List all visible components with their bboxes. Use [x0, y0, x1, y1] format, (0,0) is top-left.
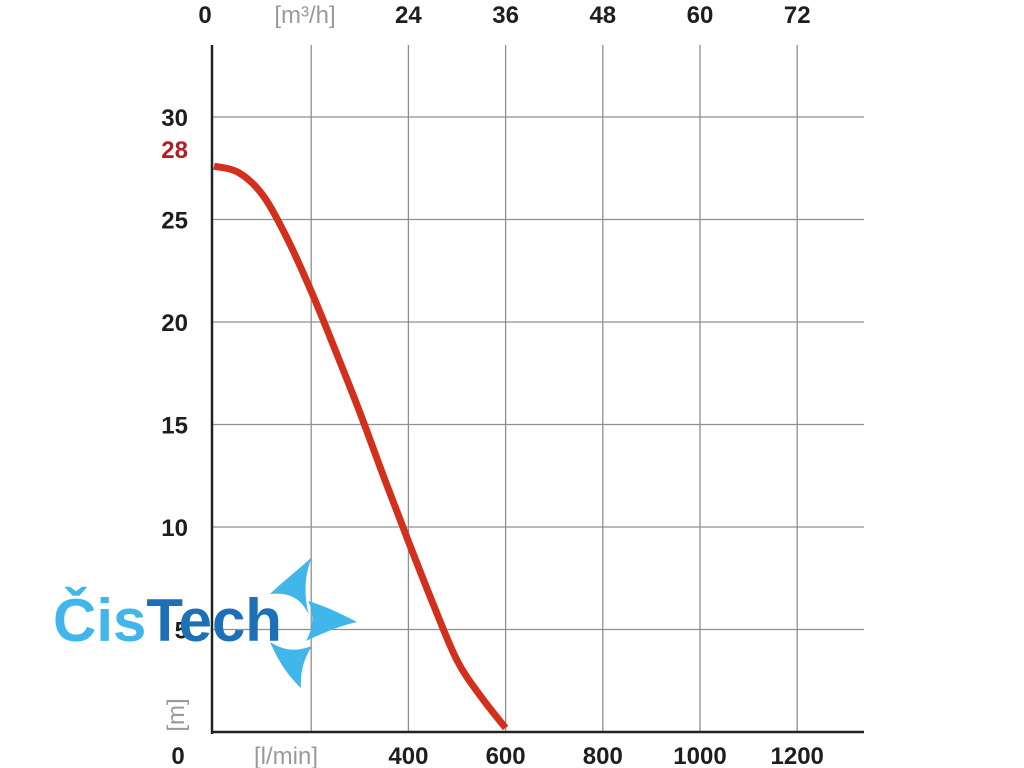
x-top-tick-label: 48	[589, 2, 616, 29]
performance-curve-series	[213, 162, 509, 731]
logo-mark-icon	[270, 557, 357, 688]
x-top-unit-label: [m³/h]	[274, 2, 335, 29]
axis-labels: 0 [m³/h] 0 [l/min] [m] 28 400 24 600 36 800 4…	[161, 2, 824, 768]
y-tick-label: 5	[175, 618, 188, 645]
logo-text-right: Tech	[146, 587, 282, 654]
y-unit-label: [m]	[163, 698, 190, 731]
performance-curve-line	[213, 162, 509, 731]
cistech-logo: ČisTech	[53, 557, 357, 688]
y-tick-label: 20	[161, 310, 188, 337]
y-tick-label: 10	[161, 515, 188, 542]
y-tick-label: 25	[161, 208, 188, 235]
x-top-tick-label: 36	[492, 2, 519, 29]
logo-text: ČisTech	[53, 587, 282, 654]
x-bottom-unit-label: [l/min]	[254, 743, 318, 768]
x-top-tick-label: 72	[784, 2, 811, 29]
x-bottom-tick-label: 800	[583, 743, 623, 768]
y-tick-label: 15	[161, 413, 188, 440]
y-highlight-tick-label: 28	[161, 137, 188, 164]
x-top-tick-label: 24	[395, 2, 422, 29]
x-top-tick-label: 60	[687, 2, 714, 29]
x-bottom-origin-label: 0	[171, 743, 184, 768]
grid-lines	[212, 45, 864, 732]
logo-text-left: Čis	[53, 587, 146, 654]
x-bottom-tick-label: 1000	[673, 743, 726, 768]
x-bottom-tick-label: 400	[388, 743, 428, 768]
axes	[210, 45, 864, 734]
x-top-origin-label: 0	[198, 2, 211, 29]
x-bottom-tick-label: 600	[486, 743, 526, 768]
x-bottom-tick-label: 1200	[771, 743, 824, 768]
y-tick-label: 30	[161, 105, 188, 132]
